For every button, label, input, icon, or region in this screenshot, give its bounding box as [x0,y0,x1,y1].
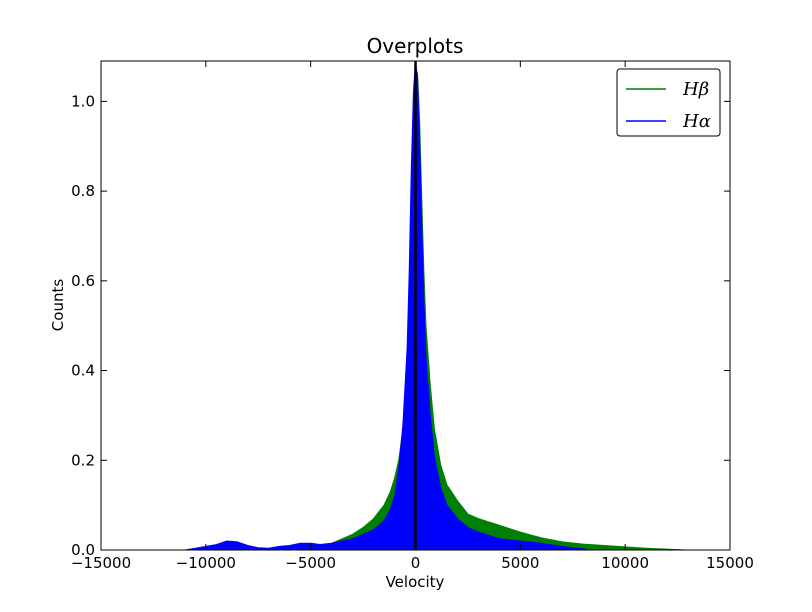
x-tick-label: 15000 [706,554,754,572]
chart-title: Overplots [367,34,464,58]
series-area-h-alpha [184,61,588,550]
x-tick-label: −5000 [285,554,336,572]
y-tick-label: 1.0 [71,92,95,110]
y-axis-title: Counts [49,279,67,332]
x-axis-title: Velocity [386,573,445,591]
x-tick-label: −15000 [71,554,131,572]
y-tick-label: 0.6 [71,272,95,290]
y-tick-label: 0.2 [71,451,95,469]
y-tick-label: 0.8 [71,182,95,200]
x-tick-label: −10000 [176,554,236,572]
legend-box [616,68,721,137]
y-tick-label: 0.4 [71,362,95,380]
legend-label-h-beta: Hβ [682,79,709,100]
x-tick-label: 5000 [501,554,539,572]
series-area-h-beta [268,65,686,550]
x-tick-label: 10000 [601,554,649,572]
y-tick-label: 0.0 [71,541,95,559]
x-tick-label: 0 [411,554,421,572]
plot-area: −15000 −10000 −5000 0 5000 10000 15000 0.0 0.2 0.… [71,60,754,572]
legend-label-h-alpha: Hα [682,111,711,132]
